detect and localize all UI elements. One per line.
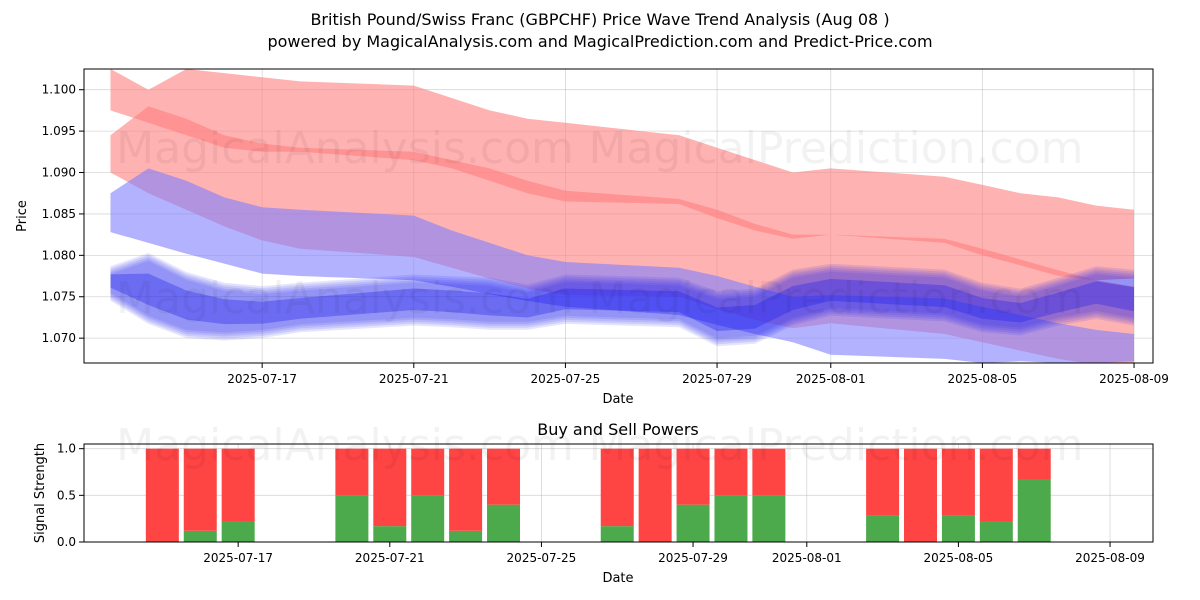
wave-ribbon-lower (110, 278, 1134, 343)
sell-bar (676, 448, 710, 505)
sell-bar (1017, 448, 1051, 480)
buy-bar (600, 526, 634, 542)
signal-x-tick-label: 2025-07-25 (507, 551, 577, 565)
buy-bar (979, 521, 1013, 542)
price-y-label: Price (15, 200, 30, 232)
sell-bar (866, 448, 900, 516)
sell-bar (221, 448, 255, 522)
buy-bar (221, 521, 255, 542)
price-y-tick-label: 1.085 (42, 207, 76, 221)
sell-bar (449, 448, 483, 531)
price-y-tick-label: 1.095 (42, 124, 76, 138)
price-y-tick-label: 1.080 (42, 248, 76, 262)
signal-y-tick-label: 0.5 (57, 488, 76, 502)
signal-x-tick-label: 2025-07-17 (203, 551, 273, 565)
watermark-left-2: MagicalAnalysis.com (116, 273, 574, 324)
signal-x-ticks: 2025-07-17 2025-07-21 2025-07-25 2025-07-29… (203, 542, 1145, 565)
price-plot-frame (83, 68, 1154, 364)
buy-bar (335, 495, 369, 542)
price-y-tick-label: 1.070 (42, 331, 76, 345)
sell-bar (145, 448, 179, 542)
price-bands (110, 69, 1134, 363)
price-x-tick-label: 2025-07-17 (227, 372, 297, 386)
price-y-tick-label: 1.075 (42, 290, 76, 304)
watermark-bar-right: MagicalPrediction.com (589, 420, 1084, 471)
wave-ribbon-lower (110, 274, 1134, 339)
sell-bar (941, 448, 975, 516)
price-y-ticks: 1.070 1.075 1.080 1.085 1.090 1.095 1.100 (42, 83, 84, 345)
sell-bar (487, 448, 521, 505)
sell-bar (904, 448, 938, 542)
price-x-ticks: 2025-07-17 2025-07-21 2025-07-25 2025-07-29… (227, 363, 1169, 386)
buy-bar (411, 495, 445, 542)
watermark-bar-left: MagicalAnalysis.com (116, 420, 574, 471)
price-x-tick-label: 2025-08-05 (948, 372, 1018, 386)
price-x-label: Date (602, 392, 633, 407)
signal-plot: Buy and Sell Powers MagicalAnalysis.com … (33, 420, 1154, 586)
wave-ribbon-lower (110, 276, 1134, 341)
buy-bar (714, 495, 748, 542)
price-y-tick-label: 1.100 (42, 83, 76, 97)
signal-x-tick-label: 2025-08-09 (1075, 551, 1145, 565)
watermark-right: MagicalPrediction.com (589, 123, 1084, 174)
buy-bar (866, 515, 900, 542)
sell-bar (714, 448, 748, 496)
signal-x-tick-label: 2025-07-29 (658, 551, 728, 565)
buy-bar (941, 515, 975, 542)
sell-bar (979, 448, 1013, 522)
signal-x-tick-label: 2025-08-05 (924, 551, 994, 565)
wave-core (110, 273, 1134, 332)
sell-bar (600, 448, 634, 527)
buy-bar (1017, 479, 1051, 542)
buy-bar (449, 530, 483, 542)
wave-ribbon-upper (110, 257, 1134, 320)
signal-x-tick-label: 2025-07-21 (355, 551, 425, 565)
sell-bar (411, 448, 445, 496)
buy-bar (676, 504, 710, 542)
wave-ribbon-upper (110, 261, 1134, 324)
wave-ribbon-upper (110, 259, 1134, 322)
wave-ribbon-upper (110, 253, 1134, 316)
signal-y-ticks: 0.0 0.5 1.0 (57, 442, 84, 549)
watermark-right-2: MagicalPrediction.com (589, 273, 1084, 324)
upper-band (110, 69, 1134, 281)
signal-bars (145, 448, 1051, 542)
sell-bar (638, 448, 672, 542)
signal-x-label: Date (602, 571, 633, 586)
sell-bar (183, 448, 217, 531)
signal-x-tick-label: 2025-08-01 (772, 551, 842, 565)
price-x-tick-label: 2025-07-25 (531, 372, 601, 386)
signal-y-tick-label: 0.0 (57, 535, 76, 549)
price-x-tick-label: 2025-08-09 (1099, 372, 1169, 386)
watermark-left: MagicalAnalysis.com (116, 123, 574, 174)
signal-plot-frame (83, 443, 1154, 543)
sell-bar (335, 448, 369, 496)
sell-bar (752, 448, 786, 496)
lower-band (110, 168, 1134, 363)
price-x-tick-label: 2025-07-21 (379, 372, 449, 386)
wave-ribbon-upper (110, 255, 1134, 318)
price-x-tick-label: 2025-07-29 (682, 372, 752, 386)
buy-bar (373, 526, 407, 542)
price-x-tick-label: 2025-08-01 (796, 372, 866, 386)
signal-title: Buy and Sell Powers (537, 420, 699, 439)
buy-bar (487, 504, 521, 542)
signal-y-tick-label: 1.0 (57, 442, 76, 456)
chart-title: British Pound/Swiss Franc (GBPCHF) Price… (310, 10, 889, 29)
buy-bar (752, 495, 786, 542)
signal-y-label: Signal Strength (33, 443, 48, 543)
price-y-tick-label: 1.090 (42, 166, 76, 180)
sell-bar (373, 448, 407, 527)
price-plot: MagicalAnalysis.com MagicalPrediction.co… (15, 68, 1169, 407)
buy-bar (183, 530, 217, 542)
wave-ribbon-lower (110, 282, 1134, 347)
chart-subtitle: powered by MagicalAnalysis.com and Magic… (267, 32, 932, 51)
wave-ribbon-lower (110, 280, 1134, 345)
